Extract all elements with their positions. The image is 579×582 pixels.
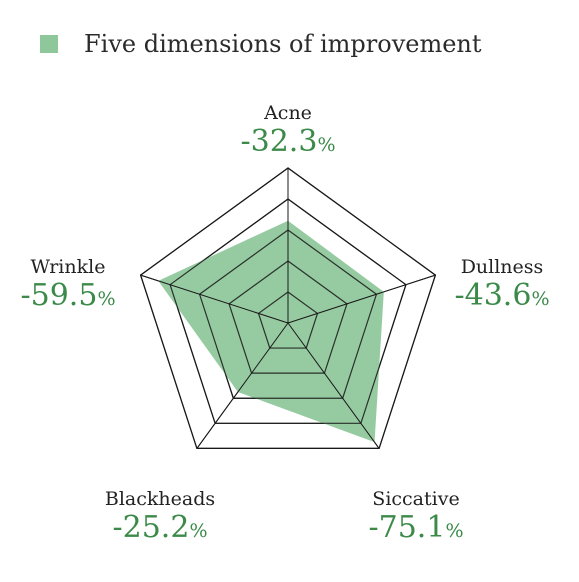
radar-spokes-overlay xyxy=(140,168,436,449)
spoke-siccative xyxy=(287,322,380,449)
axis-name-dullness: Dullness xyxy=(460,256,544,278)
axis-value-blackheads: -25.2% xyxy=(112,510,208,545)
legend: Five dimensions of improvement xyxy=(40,30,482,58)
grid-ring-2 xyxy=(228,260,348,374)
spoke-blackheads xyxy=(196,322,289,449)
grid-ring-5 xyxy=(139,167,437,449)
grid-ring-4 xyxy=(169,198,407,424)
axis-value-siccative: -75.1% xyxy=(368,510,464,545)
legend-label: Five dimensions of improvement xyxy=(84,30,482,58)
axis-name-blackheads: Blackheads xyxy=(104,488,216,510)
axis-value-wrinkle: -59.5% xyxy=(20,278,116,313)
spoke-dullness xyxy=(287,274,436,324)
spoke-wrinkle xyxy=(140,274,289,324)
axis-name-wrinkle: Wrinkle xyxy=(30,256,106,278)
grid-ring-3 xyxy=(198,229,378,399)
axis-label-acne: Acne -32.3% xyxy=(241,104,336,157)
legend-swatch xyxy=(40,35,58,53)
axis-value-dullness: -43.6% xyxy=(454,278,550,313)
series-area xyxy=(158,220,384,443)
axis-label-dullness: Dullness -43.6% xyxy=(455,258,550,311)
axis-label-wrinkle: Wrinkle -59.5% xyxy=(21,258,116,311)
grid-ring-1 xyxy=(257,291,319,349)
axis-label-blackheads: Blackheads -25.2% xyxy=(105,490,215,543)
axis-value-acne: -32.3% xyxy=(240,124,336,159)
radar-area xyxy=(158,220,384,443)
axis-name-siccative: Siccative xyxy=(372,488,460,510)
radar-grid-overlay xyxy=(139,167,437,449)
axis-label-siccative: Siccative -75.1% xyxy=(369,490,464,543)
axis-name-acne: Acne xyxy=(264,102,312,124)
